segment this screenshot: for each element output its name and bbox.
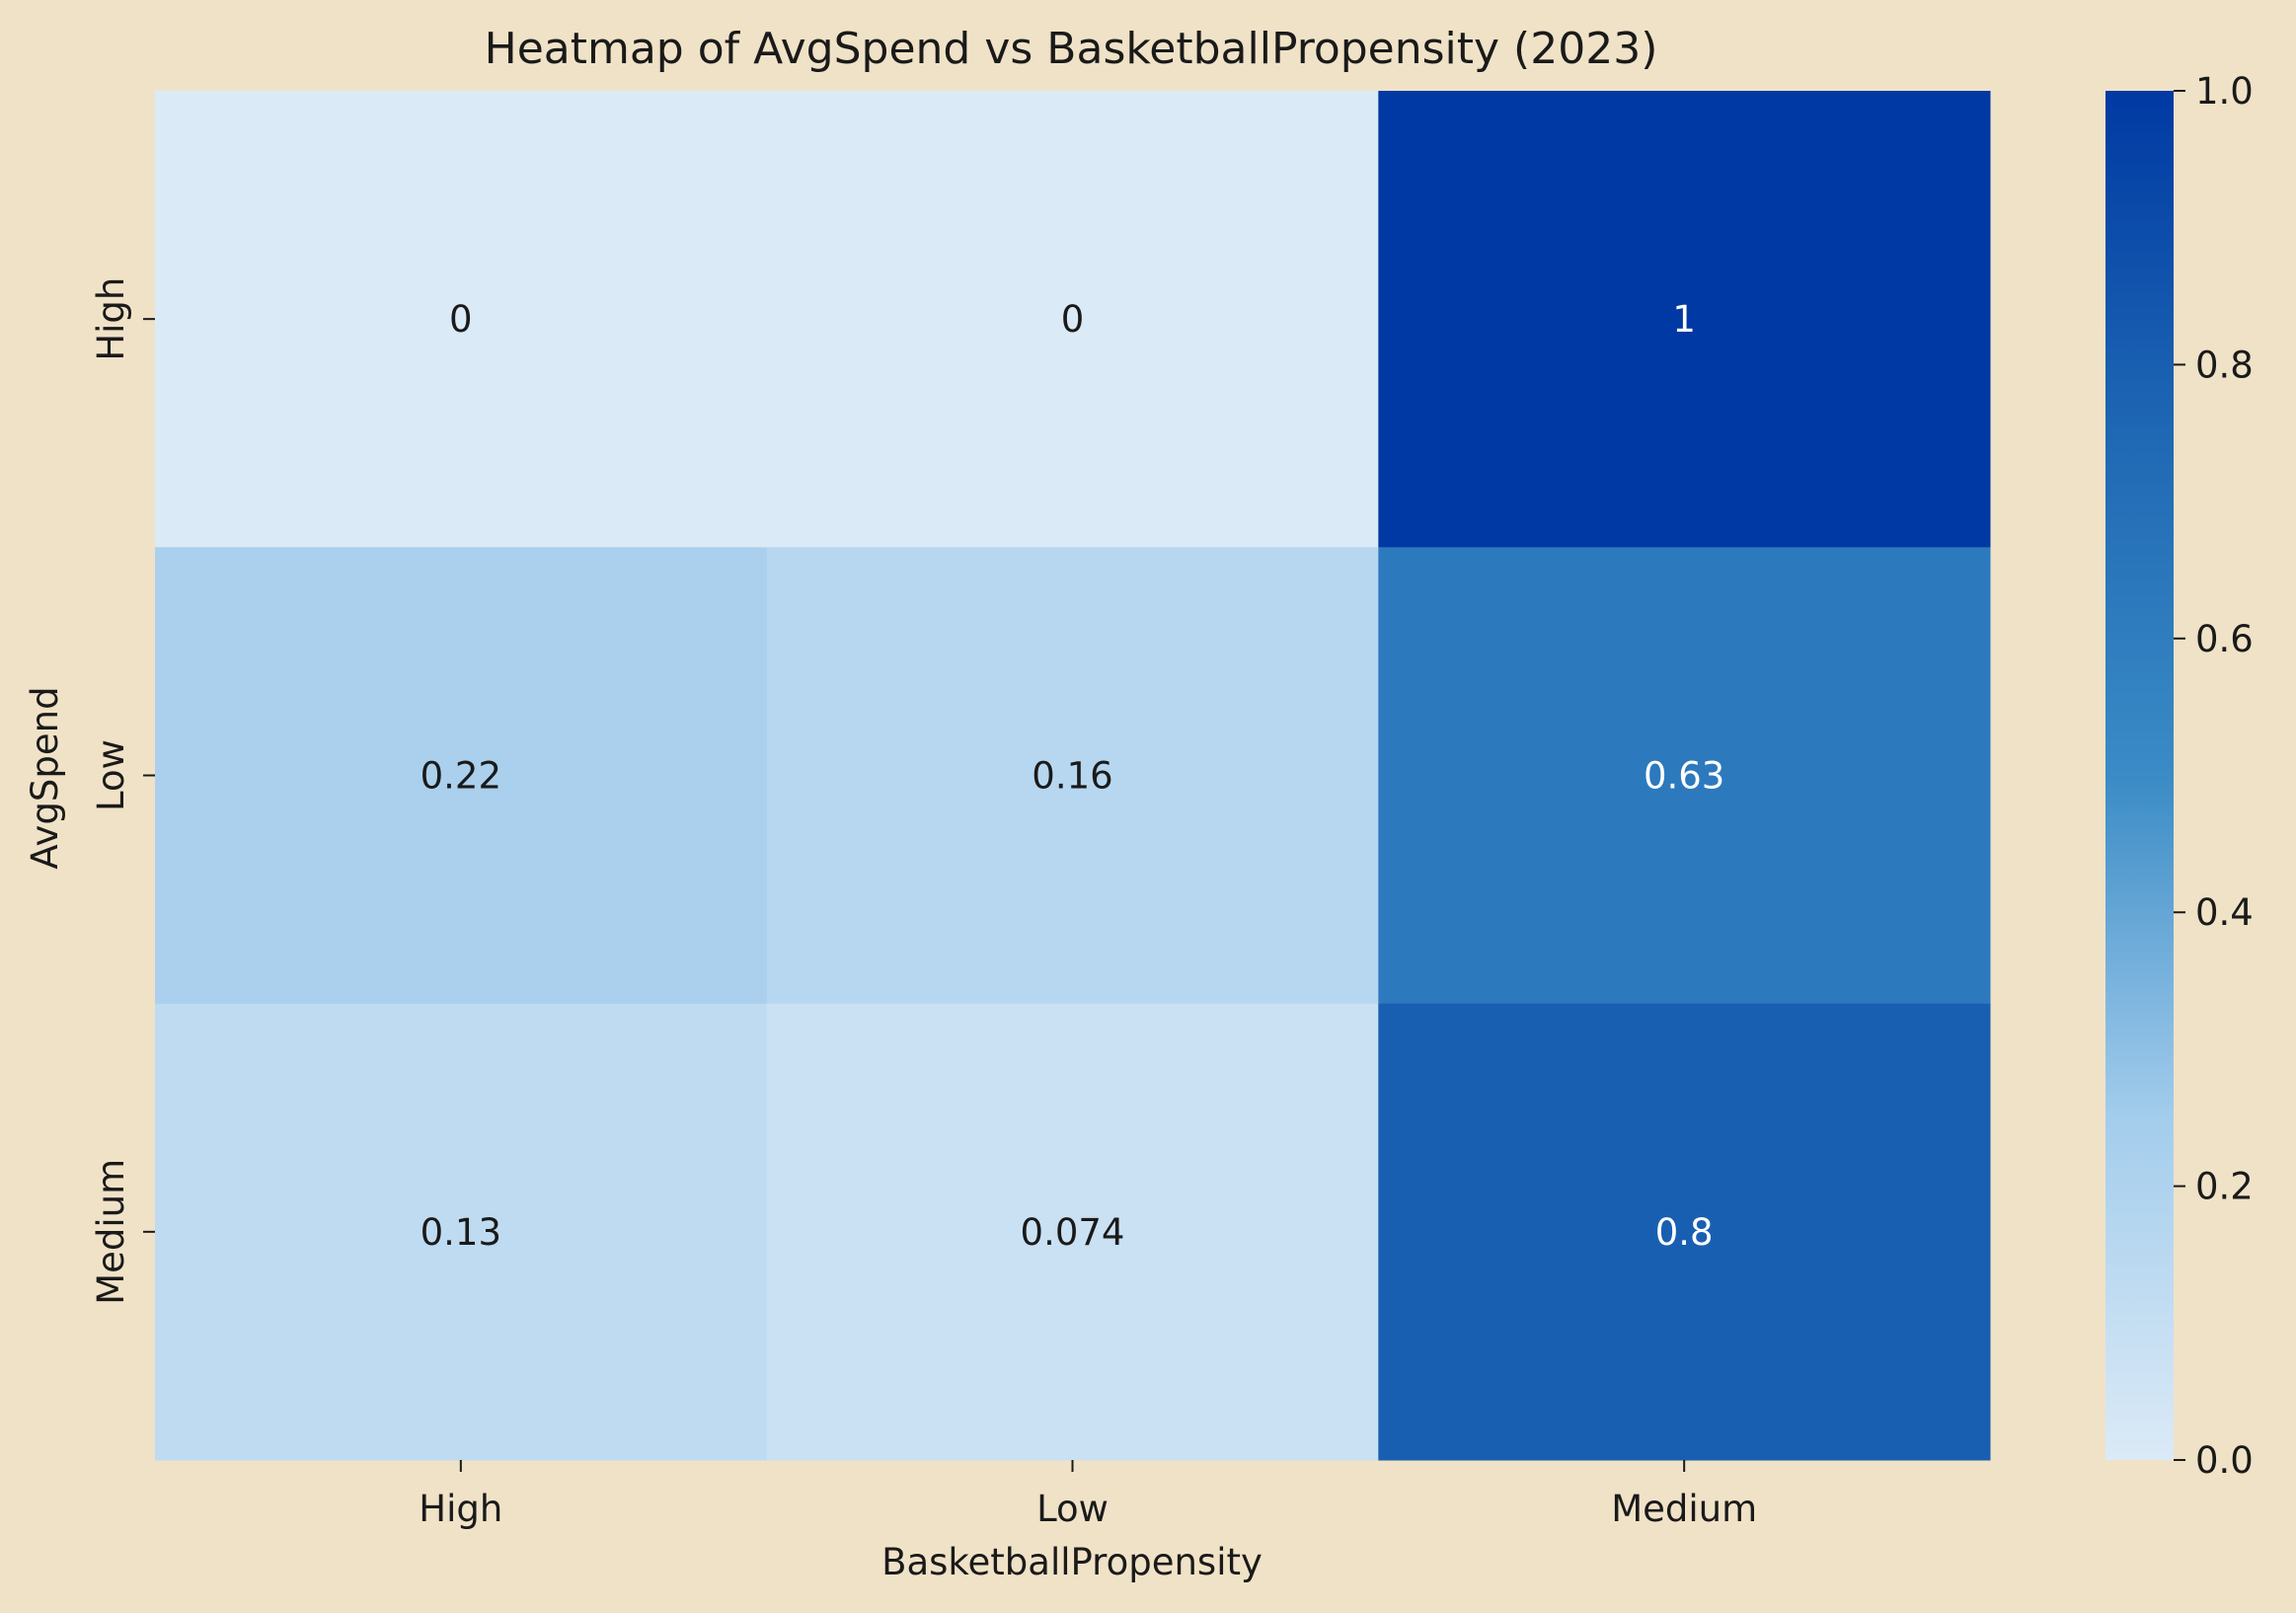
heatmap-cell	[1378, 547, 1991, 1005]
heatmap-cell	[155, 547, 768, 1005]
heatmap-cells	[155, 91, 1991, 1461]
heatmap-cell	[1378, 1003, 1991, 1461]
heatmap-cell-label: 0.63	[1644, 755, 1724, 798]
x-axis-label: BasketballPropensity	[881, 1541, 1263, 1583]
heatmap-cell-label: 0.074	[1021, 1211, 1125, 1254]
y-axis-label: AvgSpend	[24, 686, 66, 869]
x-tick-label: High	[419, 1488, 502, 1530]
y-tick-label: High	[90, 277, 132, 361]
heatmap-cell-label: 0.13	[421, 1211, 501, 1254]
heatmap-cell-label: 0.8	[1655, 1211, 1714, 1254]
colorbar	[2105, 91, 2174, 1460]
chart-title: Heatmap of AvgSpend vs BasketballPropens…	[485, 24, 1658, 74]
heatmap-cell-label: 0	[1061, 298, 1085, 341]
heatmap-cell-label: 0.22	[421, 755, 501, 798]
colorbar-tick-label: 0.8	[2195, 344, 2254, 386]
colorbar-tick-label: 0.6	[2195, 618, 2254, 660]
heatmap-cell-label: 1	[1672, 298, 1696, 341]
y-tick-label: Medium	[90, 1159, 132, 1305]
y-tick-label: Low	[90, 739, 132, 811]
colorbar-tick-label: 0.4	[2195, 891, 2254, 934]
heatmap-cell	[766, 547, 1379, 1005]
heatmap-cell	[155, 91, 768, 548]
colorbar-ticks: 0.0 0.2 0.4 0.6 0.8 1.0	[2174, 70, 2254, 1482]
heatmap-cell	[766, 91, 1379, 548]
x-axis-ticks: High Low Medium	[419, 1460, 1757, 1530]
heatmap-cell-labels: 0 0 1 0.22 0.16 0.63 0.13 0.074 0.8	[421, 298, 1725, 1254]
x-tick-label: Medium	[1611, 1488, 1757, 1530]
heatmap-cell-label: 0	[449, 298, 473, 341]
colorbar-tick-label: 0.0	[2195, 1439, 2254, 1482]
heatmap-cell	[155, 1003, 768, 1461]
y-axis-ticks: High Low Medium	[90, 277, 155, 1305]
colorbar-tick-label: 1.0	[2195, 70, 2254, 113]
heatmap-cell	[766, 1003, 1379, 1461]
heatmap-cell-label: 0.16	[1032, 755, 1112, 798]
x-tick-label: Low	[1036, 1488, 1109, 1530]
heatmap-cell	[1378, 91, 1991, 548]
colorbar-tick-label: 0.2	[2195, 1166, 2254, 1208]
